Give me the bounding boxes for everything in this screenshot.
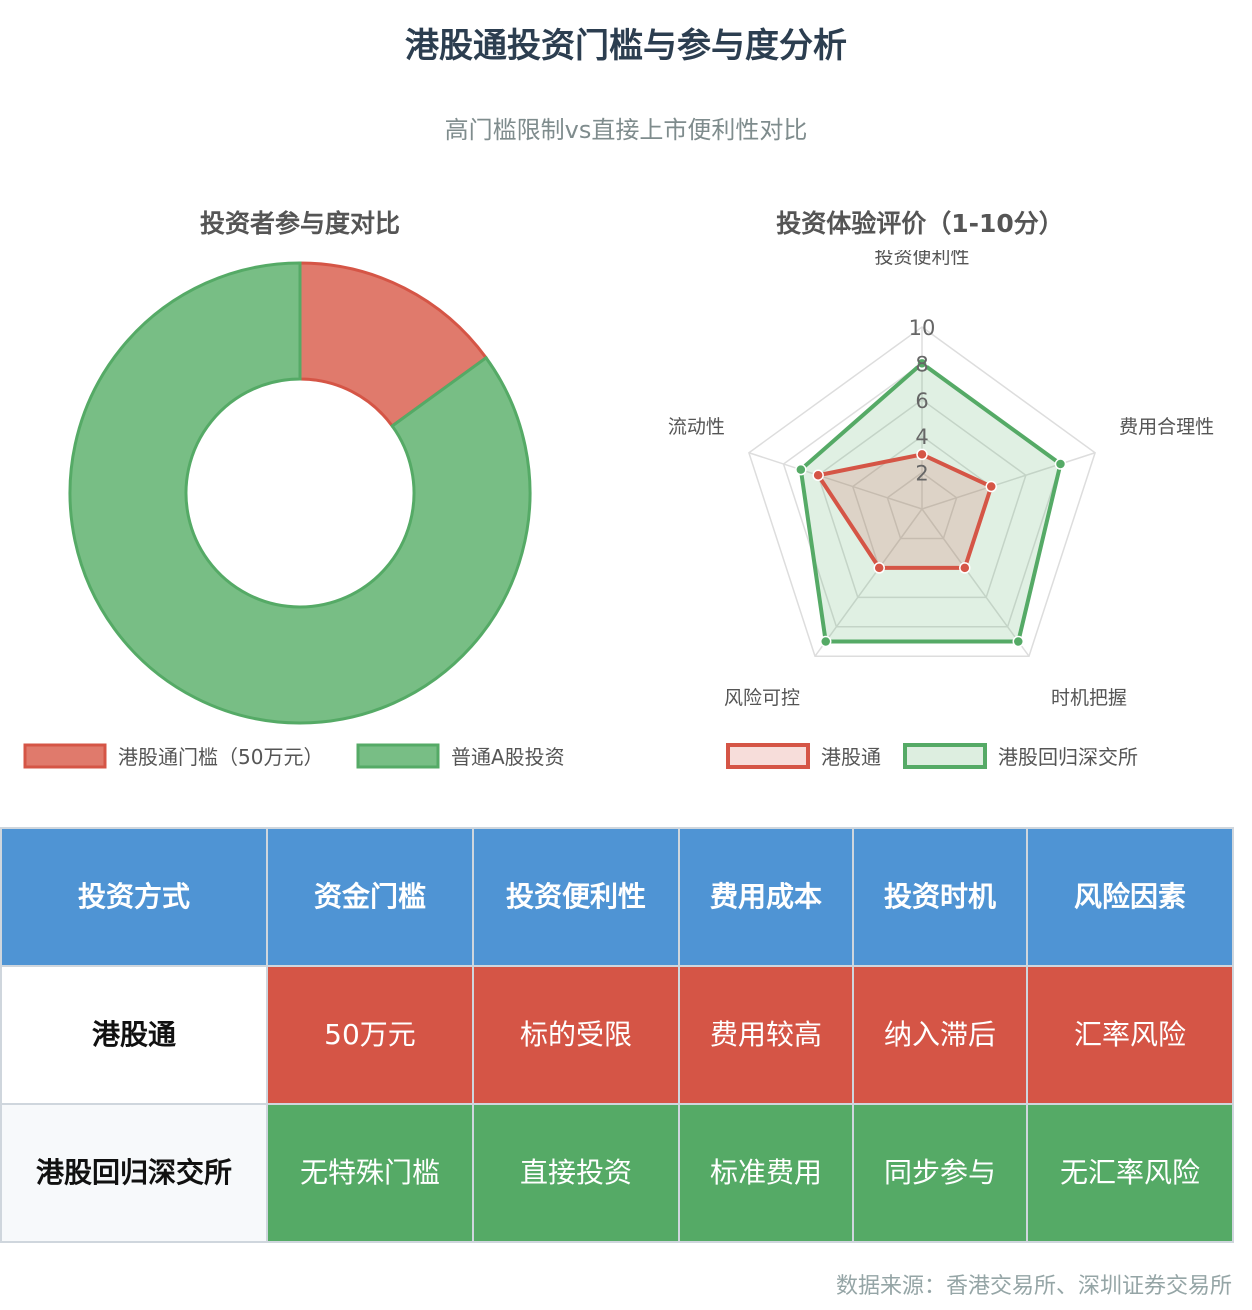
radar-axis-label: 时机把握 [1051,687,1127,709]
radar-grid [817,398,1027,599]
table-cell: 无汇率风险 [1026,1103,1234,1243]
radar-point [795,463,807,476]
table-cell: 纳入滞后 [852,965,1028,1105]
radar-spoke [814,508,923,657]
legend-swatch [356,743,440,769]
radar-grid [886,471,958,540]
radar-point [985,480,997,493]
table-header-row: 投资方式 资金门槛 投资便利性 费用成本 投资时机 风险因素 [0,827,1234,967]
data-source-note: 数据来源：香港交易所、深圳证券交易所 [835,1274,1232,1299]
donut-chart-title: 投资者参与度对比 [199,209,400,238]
radar-tick-label: 4 [915,425,928,449]
table-cell: 无特殊门槛 [266,1103,474,1243]
table-header: 投资便利性 [472,827,680,967]
table-row: 港股回归深交所 无特殊门槛 直接投资 标准费用 同步参与 无汇率风险 [0,1103,1234,1243]
table-cell: 50万元 [266,965,474,1105]
legend-label: 港股通 [821,745,881,769]
legend-label: 港股通门槛（50万元） [118,745,323,769]
legend-label: 普通A股投资 [451,745,565,769]
table-header: 费用成本 [678,827,854,967]
radar-spoke [748,452,923,510]
radar-tick-label: 6 [915,389,928,413]
radar-chart-title: 投资体验评价（1-10分） [776,209,1064,238]
radar-point [819,635,832,648]
radar-grid [748,326,1096,657]
radar-point [1054,458,1067,470]
table-cell: 同步参与 [852,1103,1028,1243]
table-header: 风险因素 [1026,827,1234,967]
table-cell: 标的受限 [472,965,680,1105]
page-title: 港股通投资门槛与参与度分析 [405,26,847,66]
table-cell: 汇率风险 [1026,965,1234,1105]
table-cell: 费用较高 [678,965,854,1105]
radar-tick-label: 2 [915,462,928,486]
legend-swatch [23,743,107,769]
page-subtitle: 高门槛限制vs直接上市便利性对比 [444,116,808,144]
table-header: 投资时机 [852,827,1028,967]
radar-point [916,357,928,370]
radar-tick-label: 10 [909,316,936,340]
row-label: 港股通 [0,965,268,1105]
radar-axis-label: 费用合理性 [1119,416,1214,438]
table-header: 投资方式 [0,827,268,967]
legend-label: 港股回归深交所 [998,745,1138,769]
radar-axis-label: 流动性 [668,416,725,438]
row-label: 港股回归深交所 [0,1103,268,1243]
comparison-table: 投资方式 资金门槛 投资便利性 费用成本 投资时机 风险因素 港股通 50万元 … [0,827,1234,1243]
legend-swatch [903,743,987,769]
table-cell: 标准费用 [678,1103,854,1243]
table-cell: 直接投资 [472,1103,680,1243]
radar-spoke [921,452,1096,510]
radar-point [873,562,885,574]
radar-point [959,562,971,574]
table-header: 资金门槛 [266,827,474,967]
radar-axis-label: 风险可控 [724,687,800,709]
radar-point [1012,635,1025,648]
donut-slice [298,261,489,429]
radar-tick-label: 8 [915,352,928,376]
legend-swatch [726,743,810,769]
donut-chart: 港股通门槛（50万元） 普通A股投资 [23,261,565,769]
radar-point [812,469,824,482]
donut-slice [68,261,532,725]
table-row: 港股通 50万元 标的受限 费用较高 纳入滞后 汇率风险 [0,965,1234,1105]
radar-series-area [816,452,994,570]
radar-spoke [921,508,1030,657]
radar-axis-label: 投资便利性 [874,250,969,268]
radar-series-area [798,361,1063,644]
radar-point [916,448,928,461]
